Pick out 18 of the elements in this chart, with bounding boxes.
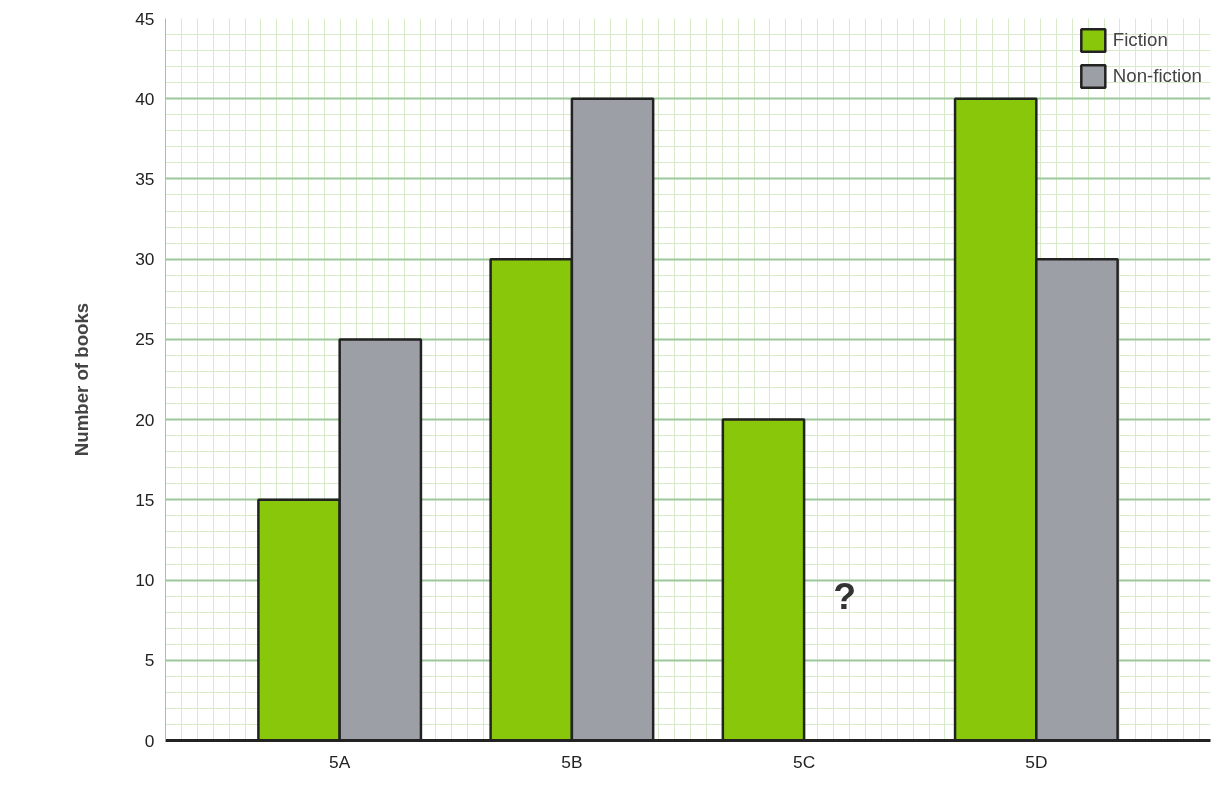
- y-tick-label: 40: [135, 88, 155, 109]
- y-tick-label: 30: [135, 249, 155, 270]
- y-tick-label: 5: [144, 650, 155, 671]
- x-tick-label: 5D: [1025, 751, 1048, 772]
- x-tick-label: 5C: [793, 751, 816, 772]
- x-tick-label: 5B: [561, 751, 583, 772]
- y-tick-label: 25: [135, 329, 155, 350]
- y-tick-label: 15: [135, 489, 155, 510]
- y-axis-title: Number of books: [71, 302, 93, 457]
- y-tick-label: 0: [144, 730, 155, 751]
- y-tick-label: 45: [135, 8, 155, 29]
- y-tick-label: 35: [135, 168, 155, 189]
- y-tick-label: 20: [135, 409, 155, 430]
- legend-label: Fiction: [1112, 29, 1168, 51]
- y-tick-label: 10: [135, 570, 155, 591]
- x-tick-label: 5A: [329, 751, 351, 772]
- legend-label: Non-fiction: [1112, 65, 1202, 87]
- annotation: ?: [833, 575, 857, 618]
